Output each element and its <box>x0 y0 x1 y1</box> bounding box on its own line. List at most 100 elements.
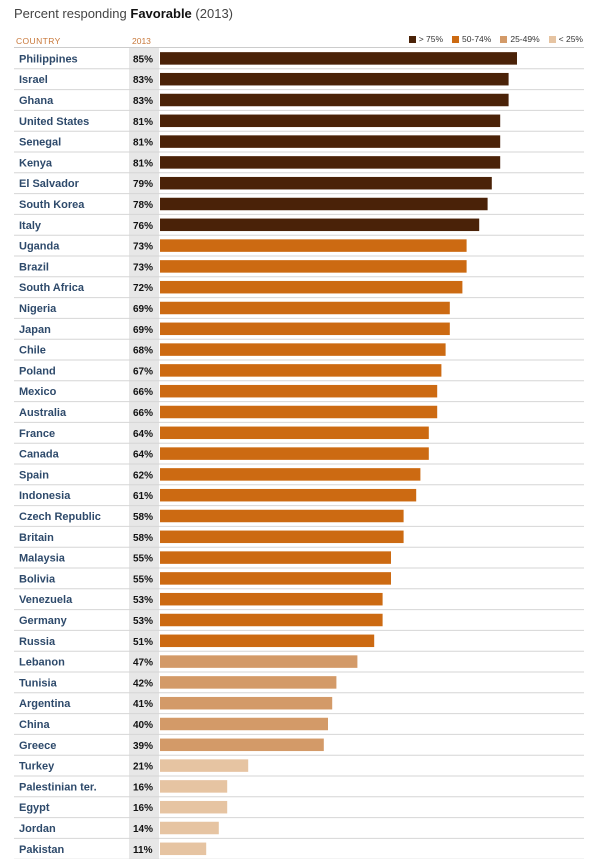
bar-row: Philippines 85% <box>14 52 584 70</box>
bar-row: Brazil 73% <box>14 260 584 278</box>
value-label: 81% <box>133 138 153 149</box>
country-label: Malaysia <box>19 553 66 565</box>
bar <box>160 780 228 793</box>
bar-row: Italy 76% <box>14 218 584 236</box>
bar-row: Israel 83% <box>14 72 584 91</box>
country-label: Germany <box>19 615 68 627</box>
country-label: Argentina <box>19 698 71 710</box>
country-label: Tunisia <box>19 677 58 689</box>
legend-item-50-74: 50-74% <box>452 34 491 44</box>
bar-row: China 40% <box>14 717 584 735</box>
value-label: 69% <box>133 325 153 336</box>
country-label: Jordan <box>19 823 56 835</box>
bar <box>160 93 509 107</box>
bar <box>160 156 501 169</box>
bar <box>160 218 480 232</box>
value-label: 79% <box>133 179 153 190</box>
country-label: Kenya <box>19 157 53 169</box>
country-label: Mexico <box>19 386 57 398</box>
bar <box>160 384 438 398</box>
country-label: Poland <box>19 365 56 377</box>
value-label: 58% <box>133 512 153 523</box>
value-label: 40% <box>133 720 153 731</box>
bar-row: El Salvador 79% <box>14 176 584 195</box>
country-label: South Korea <box>19 199 85 211</box>
bar-row: Bolivia 55% <box>14 572 584 590</box>
country-label: Philippines <box>19 53 78 65</box>
value-label: 73% <box>133 262 153 273</box>
bar-row: Canada 64% <box>14 447 584 465</box>
bar <box>160 488 417 502</box>
country-label: Australia <box>19 407 67 419</box>
country-label: Turkey <box>19 761 55 773</box>
bar-row: Poland 67% <box>14 364 584 382</box>
legend-item-above-75: > 75% <box>408 34 443 44</box>
country-column-header: COUNTRY <box>16 36 61 46</box>
bar-row: Egypt 16% <box>14 800 584 819</box>
bar <box>160 52 517 65</box>
bar-row: Venezuela 53% <box>14 592 584 611</box>
country-label: Nigeria <box>19 303 57 315</box>
value-label: 68% <box>133 346 153 357</box>
value-label: 11% <box>133 845 153 856</box>
bar <box>160 592 383 606</box>
bar-row: Uganda 73% <box>14 239 584 257</box>
bar <box>160 447 429 460</box>
year-column-band <box>129 47 159 859</box>
country-label: Bolivia <box>19 573 56 585</box>
bar-row: Russia 51% <box>14 634 584 652</box>
bar-row: Czech Republic 58% <box>14 509 584 527</box>
value-label: 62% <box>133 470 153 481</box>
country-label: Palestinian ter. <box>19 781 97 793</box>
value-label: 66% <box>133 387 153 398</box>
country-label: Uganda <box>19 241 60 253</box>
bar-row: France 64% <box>14 426 584 444</box>
bar <box>160 759 249 772</box>
legend-label: 50-74% <box>462 34 492 44</box>
bar <box>160 676 337 689</box>
bar <box>160 821 219 835</box>
value-label: 83% <box>133 75 153 86</box>
bar <box>160 634 375 648</box>
value-label: 81% <box>133 117 153 128</box>
value-label: 16% <box>133 803 153 814</box>
value-label: 47% <box>133 658 153 669</box>
chart-title: Percent responding Favorable (2013) <box>14 6 233 21</box>
bar <box>160 800 228 814</box>
legend-label: < 25% <box>558 34 583 44</box>
bar-row: Spain 62% <box>14 468 584 486</box>
year-column-header: 2013 <box>132 36 151 46</box>
bar <box>160 301 450 315</box>
country-label: Russia <box>19 636 56 648</box>
bar <box>160 239 467 252</box>
bar <box>160 613 383 627</box>
bar <box>160 114 501 128</box>
bar <box>160 135 501 148</box>
bar-row: Senegal 81% <box>14 135 584 153</box>
header-rule <box>14 47 584 48</box>
value-label: 61% <box>133 491 153 502</box>
value-label: 53% <box>133 595 153 606</box>
country-label: Canada <box>19 449 60 461</box>
country-label: El Salvador <box>19 178 80 190</box>
bar-row: South Africa 72% <box>14 280 584 299</box>
country-label: Italy <box>19 220 42 232</box>
legend-item-25-49: 25-49% <box>500 34 540 44</box>
bar <box>160 551 391 564</box>
bar-row: Pakistan 11% <box>14 842 584 859</box>
bar-row: Mexico 66% <box>14 384 584 403</box>
bar <box>160 842 207 856</box>
country-label: Chile <box>19 345 46 357</box>
bar-row: Germany 53% <box>14 613 584 631</box>
bar-row: Tunisia 42% <box>14 676 584 694</box>
value-label: 51% <box>133 637 153 648</box>
country-label: United States <box>19 116 89 128</box>
value-label: 64% <box>133 429 153 440</box>
legend-label: 25-49% <box>510 34 540 44</box>
bar-row: Indonesia 61% <box>14 488 584 507</box>
country-label: Senegal <box>19 137 61 149</box>
country-label: Britain <box>19 532 54 544</box>
country-label: France <box>19 428 55 440</box>
value-label: 58% <box>133 533 153 544</box>
